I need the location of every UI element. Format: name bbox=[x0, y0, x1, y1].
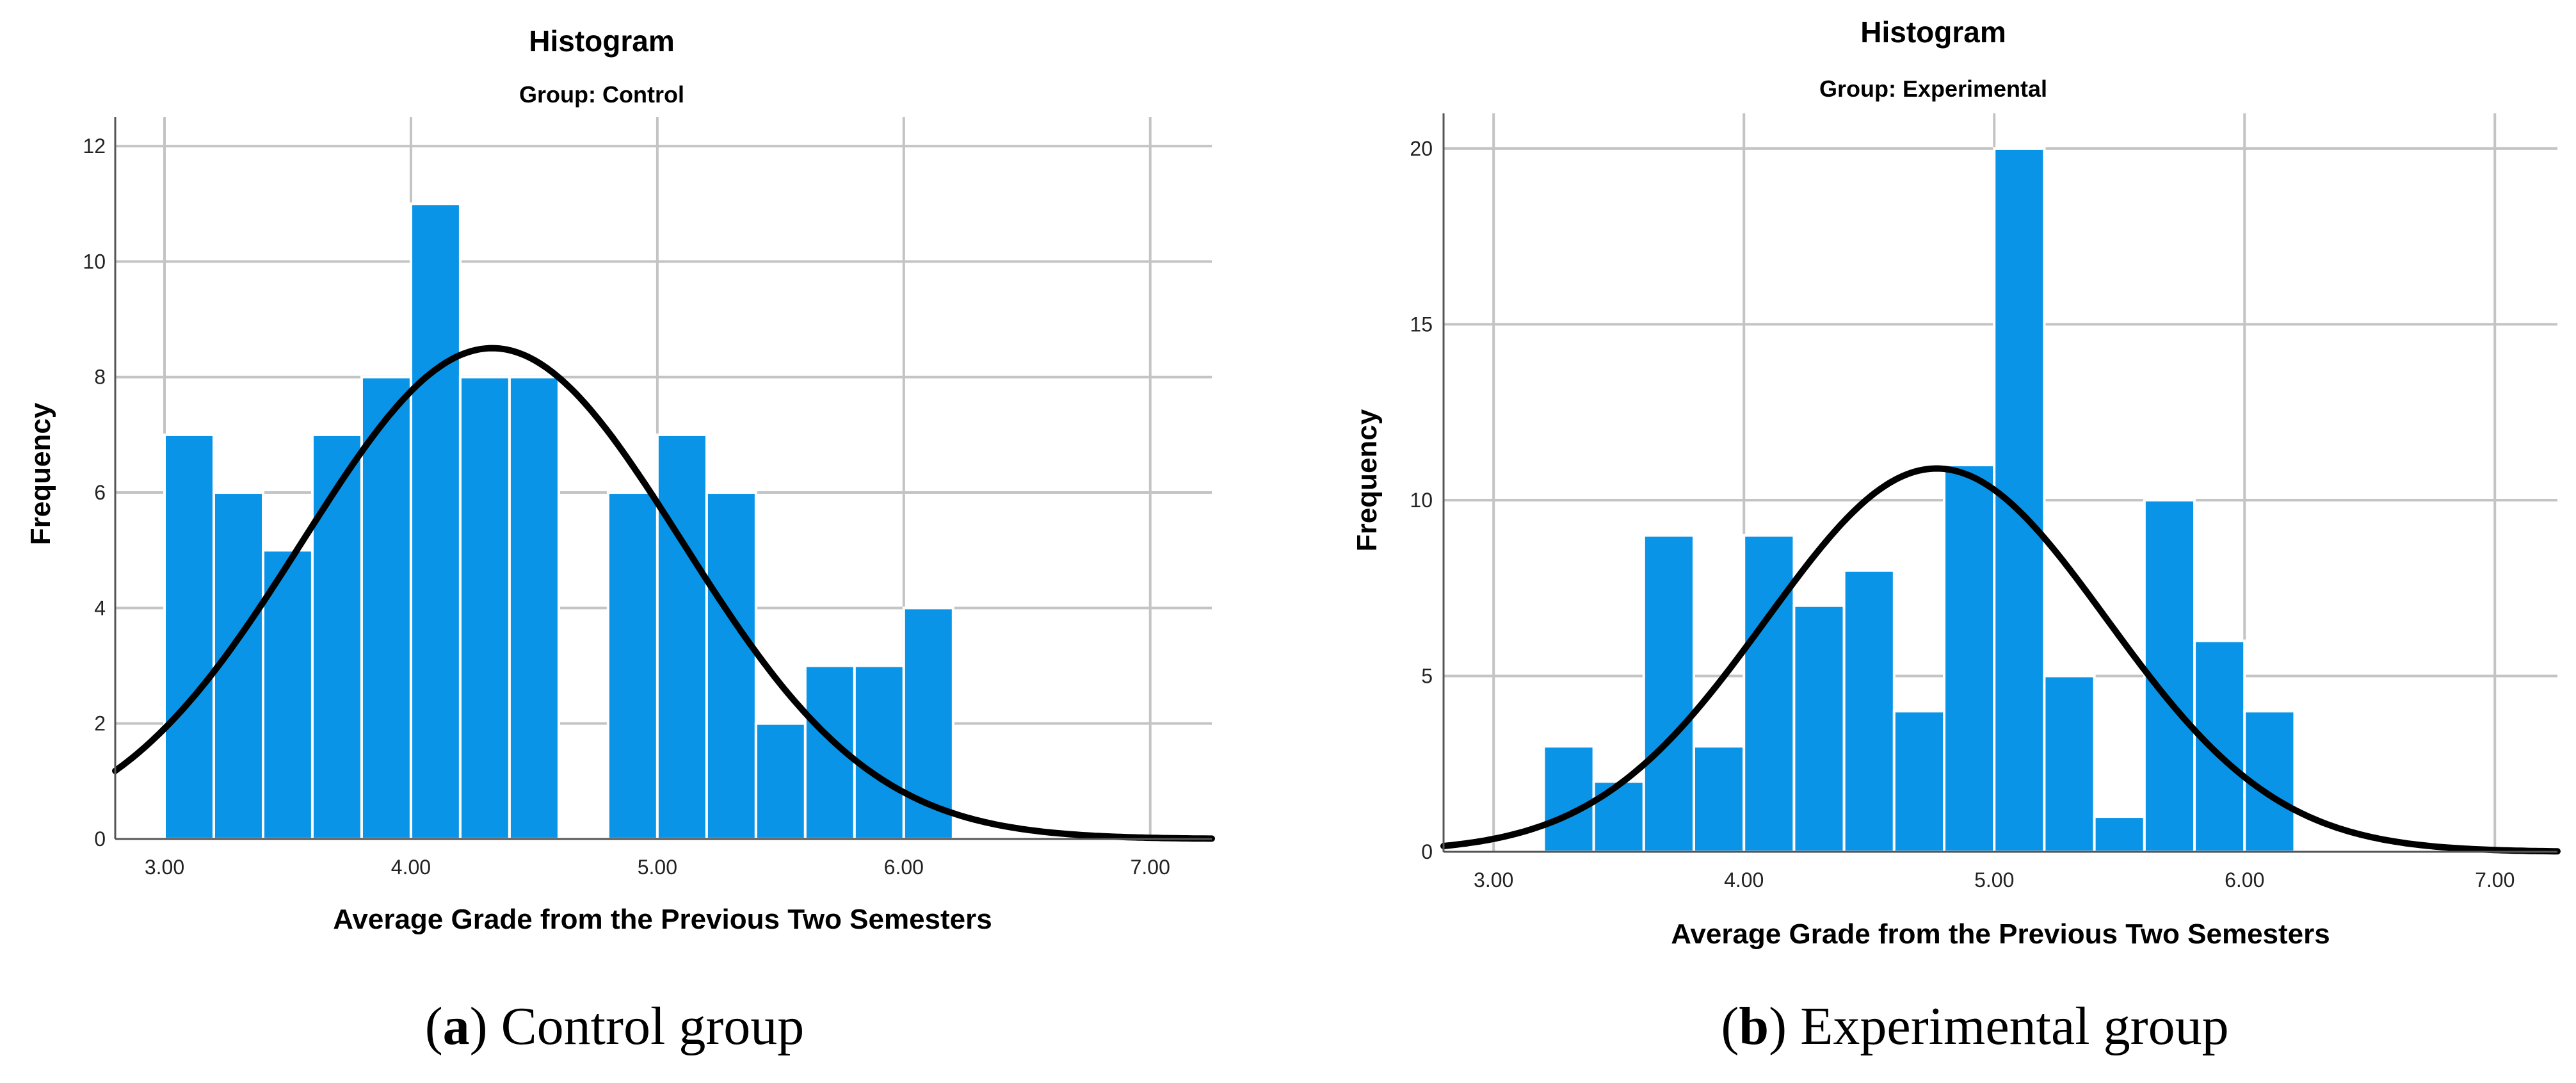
x-tick-label: 3.00 bbox=[1474, 868, 1513, 892]
y-tick-label: 4 bbox=[94, 596, 106, 619]
histogram-bar bbox=[754, 722, 807, 841]
normal-distribution-curve bbox=[1440, 465, 2561, 855]
histogram-bar bbox=[1892, 710, 1946, 854]
histogram-bar bbox=[261, 549, 314, 840]
histogram-experimental-panel: 0 5 10 15 20 3.00 4.00 5.00 6.00 7.00 Histogram Gro… bbox=[1351, 15, 2561, 1056]
y-tick-label: 15 bbox=[1410, 313, 1433, 336]
chart-title: Histogram bbox=[1860, 15, 2006, 49]
x-tick-label: 7.00 bbox=[1131, 856, 1170, 879]
y-tick-label: 5 bbox=[1421, 664, 1433, 687]
histogram-bar bbox=[1542, 745, 1595, 854]
histogram-bar bbox=[2043, 674, 2096, 853]
histogram-bar bbox=[1642, 533, 1696, 853]
histogram-bar bbox=[458, 375, 511, 840]
caption-open-paren: ( bbox=[1721, 997, 1739, 1056]
y-tick-label: 0 bbox=[94, 827, 106, 851]
histogram-bar bbox=[902, 607, 954, 840]
histogram-bar bbox=[1993, 147, 2046, 853]
x-axis-label: Average Grade from the Previous Two Seme… bbox=[333, 904, 992, 935]
histogram-bar bbox=[1792, 604, 1846, 854]
histogram-bar bbox=[1943, 464, 1996, 853]
x-axis-label: Average Grade from the Previous Two Seme… bbox=[1671, 918, 2330, 950]
caption-text: Control group bbox=[488, 997, 805, 1056]
y-tick-label: 0 bbox=[1421, 840, 1433, 863]
x-tick-label: 7.00 bbox=[2475, 868, 2515, 892]
caption-close-paren: ) bbox=[470, 997, 488, 1056]
caption-letter: b bbox=[1739, 997, 1769, 1056]
caption-letter: a bbox=[443, 997, 470, 1056]
histogram-bar bbox=[310, 433, 363, 840]
histogram-bar bbox=[1592, 780, 1645, 853]
y-tick-label: 10 bbox=[1410, 489, 1433, 512]
y-tick-label: 2 bbox=[94, 712, 106, 735]
histogram-bar bbox=[705, 491, 757, 840]
x-tick-label: 6.00 bbox=[2225, 868, 2264, 892]
y-tick-label: 20 bbox=[1410, 137, 1433, 160]
histogram-bar bbox=[2193, 639, 2246, 853]
histogram-bar bbox=[1842, 569, 1896, 853]
caption-text: Experimental group bbox=[1787, 997, 2228, 1056]
x-tick-label: 6.00 bbox=[884, 856, 924, 879]
chart-subtitle: Group: Control bbox=[519, 81, 684, 108]
normal-distribution-curve bbox=[112, 345, 1215, 842]
histogram-bar bbox=[1693, 745, 1746, 854]
histogram-bar bbox=[163, 433, 215, 840]
histogram-bar bbox=[409, 202, 462, 840]
y-tick-label: 10 bbox=[83, 250, 106, 273]
histogram-bar bbox=[853, 664, 905, 841]
x-tick-label: 4.00 bbox=[1724, 868, 1764, 892]
chart-subtitle: Group: Experimental bbox=[1819, 76, 2047, 102]
x-tick-label: 5.00 bbox=[1974, 868, 2014, 892]
histogram-bar bbox=[1743, 533, 1796, 853]
y-tick-label: 8 bbox=[94, 366, 106, 389]
histogram-bar bbox=[606, 491, 659, 840]
histogram-bar bbox=[656, 433, 708, 840]
x-tick-label: 3.00 bbox=[145, 856, 184, 879]
histogram-control-panel: 0 2 4 6 8 10 12 3.00 4.00 5.00 6.00 7.00 Histogram Gr… bbox=[25, 24, 1215, 1056]
caption-open-paren: ( bbox=[425, 997, 443, 1056]
x-tick-label: 4.00 bbox=[391, 856, 431, 879]
caption-close-paren: ) bbox=[1769, 997, 1787, 1056]
histogram-bar bbox=[508, 375, 560, 840]
y-axis-label: Frequency bbox=[25, 402, 56, 545]
histogram-bar bbox=[2093, 815, 2146, 853]
chart-title: Histogram bbox=[529, 24, 674, 58]
figure-caption: (b) Experimental group bbox=[1721, 997, 2228, 1056]
y-tick-label: 6 bbox=[94, 481, 106, 504]
y-axis-label: Frequency bbox=[1351, 409, 1383, 551]
x-tick-label: 5.00 bbox=[638, 856, 677, 879]
y-tick-label: 12 bbox=[83, 134, 106, 158]
figure-caption: (a) Control group bbox=[425, 997, 805, 1056]
